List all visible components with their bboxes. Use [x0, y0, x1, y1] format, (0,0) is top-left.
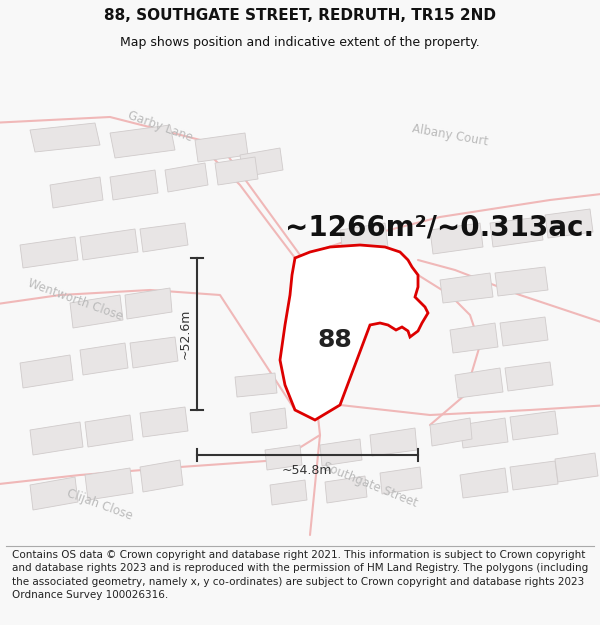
Polygon shape: [70, 295, 123, 328]
Polygon shape: [370, 428, 417, 456]
Polygon shape: [460, 468, 508, 498]
Polygon shape: [20, 237, 78, 268]
Text: ~52.6m: ~52.6m: [179, 309, 191, 359]
Polygon shape: [555, 453, 598, 482]
Polygon shape: [80, 229, 138, 260]
Polygon shape: [450, 323, 498, 353]
Text: Albany Court: Albany Court: [411, 122, 489, 148]
Polygon shape: [140, 223, 188, 252]
Polygon shape: [455, 368, 503, 398]
Text: ~1266m²/~0.313ac.: ~1266m²/~0.313ac.: [285, 213, 594, 241]
Polygon shape: [440, 273, 493, 303]
Text: Wentworth Close: Wentworth Close: [26, 277, 124, 323]
Polygon shape: [235, 373, 277, 397]
Polygon shape: [240, 148, 283, 177]
Polygon shape: [460, 418, 508, 448]
Polygon shape: [490, 217, 543, 247]
Polygon shape: [30, 123, 100, 152]
Polygon shape: [510, 461, 558, 490]
Polygon shape: [280, 245, 428, 420]
Polygon shape: [125, 288, 172, 319]
Polygon shape: [165, 163, 208, 192]
Polygon shape: [110, 170, 158, 200]
Polygon shape: [140, 460, 183, 492]
Text: Clijah Close: Clijah Close: [65, 487, 134, 523]
Polygon shape: [545, 209, 593, 238]
Text: Map shows position and indicative extent of the property.: Map shows position and indicative extent…: [120, 36, 480, 49]
Polygon shape: [85, 415, 133, 447]
Polygon shape: [50, 177, 103, 208]
Polygon shape: [500, 317, 548, 346]
Text: Southgate Street: Southgate Street: [321, 460, 419, 510]
Polygon shape: [30, 422, 83, 455]
Polygon shape: [320, 439, 362, 466]
Polygon shape: [140, 407, 188, 437]
Polygon shape: [430, 223, 483, 254]
Polygon shape: [340, 223, 388, 253]
Polygon shape: [195, 133, 248, 162]
Polygon shape: [215, 157, 258, 185]
Polygon shape: [130, 337, 178, 368]
Polygon shape: [110, 125, 175, 158]
Polygon shape: [80, 343, 128, 375]
Polygon shape: [30, 477, 78, 510]
Text: ~54.8m: ~54.8m: [282, 464, 332, 476]
Text: 88, SOUTHGATE STREET, REDRUTH, TR15 2ND: 88, SOUTHGATE STREET, REDRUTH, TR15 2ND: [104, 8, 496, 23]
Polygon shape: [505, 362, 553, 391]
Polygon shape: [265, 445, 302, 470]
Text: Garby Lane: Garby Lane: [126, 109, 194, 145]
Polygon shape: [495, 267, 548, 296]
Polygon shape: [270, 480, 307, 505]
Polygon shape: [20, 355, 73, 388]
Polygon shape: [430, 418, 472, 446]
Polygon shape: [85, 468, 133, 500]
Text: 88: 88: [317, 328, 352, 352]
Polygon shape: [325, 476, 367, 503]
Polygon shape: [380, 467, 422, 494]
Polygon shape: [510, 411, 558, 440]
Text: Contains OS data © Crown copyright and database right 2021. This information is : Contains OS data © Crown copyright and d…: [12, 550, 588, 600]
Polygon shape: [250, 408, 287, 433]
